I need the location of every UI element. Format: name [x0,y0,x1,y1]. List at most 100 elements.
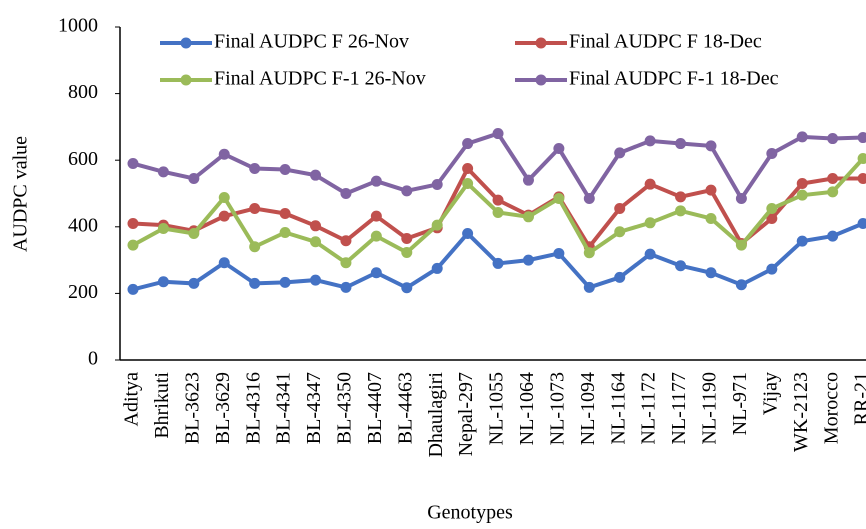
y-tick-label: 200 [68,281,98,303]
point [583,247,595,259]
point [675,138,687,150]
point [583,281,595,293]
point [796,189,808,201]
x-tick-label: NL-1177 [668,372,690,445]
point [310,274,322,286]
point [279,226,291,238]
point [279,164,291,176]
x-tick-label: BL-4350 [334,372,356,444]
point [857,217,866,229]
point [644,135,656,147]
legend-marker [535,74,547,86]
legend-marker [180,37,192,49]
point [157,166,169,178]
x-tick-label: NL-1064 [516,372,538,445]
point [735,279,747,291]
x-tick-label: NL-1164 [607,372,629,445]
point [127,239,139,251]
point [522,174,534,186]
point [370,175,382,187]
point [644,217,656,229]
x-tick-label: NL-1190 [699,372,721,445]
point [492,194,504,206]
x-tick-label: NL-1073 [546,372,568,445]
point [218,148,230,160]
point [857,173,866,185]
point [583,192,595,204]
x-tick-label: BL-4347 [303,372,325,444]
series-line [132,131,864,203]
point [553,143,565,155]
x-tick-label: BL-4407 [364,372,386,444]
point [127,217,139,229]
y-tick-label: 400 [68,214,98,236]
point [614,202,626,214]
point [340,257,352,269]
point [522,211,534,223]
point [157,222,169,234]
x-axis-title: Genotypes [427,502,513,524]
legend-label: Final AUDPC F 18-Dec [569,31,762,53]
point [462,138,474,150]
point [370,210,382,222]
y-tick-label: 0 [88,348,98,370]
point [796,235,808,247]
point [401,282,413,294]
point [705,267,717,279]
point [766,212,778,224]
legend-label: Final AUDPC F-1 26-Nov [214,68,426,90]
point [310,169,322,181]
point [705,140,717,152]
point [827,186,839,198]
point [188,277,200,289]
legend-marker [180,74,192,86]
x-tick-label: Aditya [121,372,143,427]
x-tick-label: BL-4463 [394,372,416,444]
y-tick-label: 1000 [58,15,98,37]
point [827,133,839,145]
y-tick-label: 600 [68,148,98,170]
x-tick-label: Morocco [820,372,842,444]
point [492,257,504,269]
point [675,260,687,272]
point [644,248,656,260]
point [127,283,139,295]
point [857,132,866,144]
point [249,241,261,253]
point [340,188,352,199]
point [796,178,808,190]
x-tick-label: WK-2123 [790,372,812,452]
point [370,230,382,242]
x-tick-label: NL-1055 [486,372,508,445]
point [705,212,717,224]
point [644,178,656,190]
point [766,263,778,275]
point [249,163,261,175]
point [796,131,808,143]
x-tick-label: NL-1094 [577,372,599,445]
point [492,128,504,140]
point [401,246,413,258]
x-tick-label: BL-3629 [212,372,234,444]
point [249,202,261,214]
point [705,184,717,196]
point [401,185,413,197]
point [218,210,230,222]
x-tick-label: Vijay [759,372,781,415]
point [614,226,626,238]
point [431,179,443,191]
point [310,220,322,232]
x-tick-label: Nepal-297 [455,372,477,456]
x-tick-label: NL-971 [729,372,751,435]
point [553,192,565,204]
point [522,254,534,266]
point [827,230,839,242]
point [462,227,474,239]
point [431,219,443,231]
point [675,191,687,203]
legend-marker [535,37,547,49]
point [340,235,352,247]
point [462,163,474,175]
point [188,173,200,185]
